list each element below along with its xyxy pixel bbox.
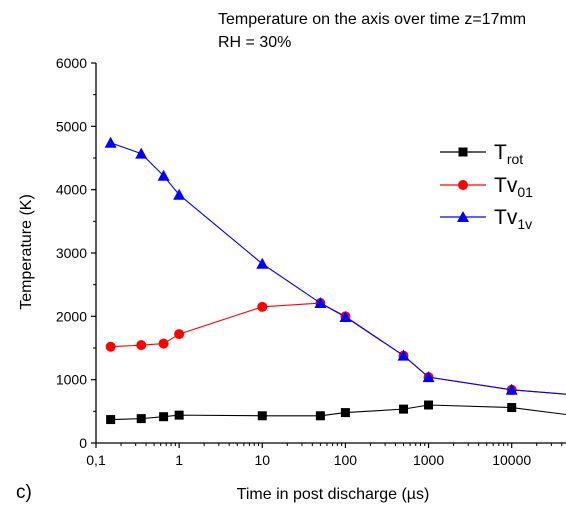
legend-label-main: T [494,141,507,164]
panel-label: c) [16,482,32,503]
data-point-triangle [104,136,117,148]
series-triangle [104,136,566,395]
data-point-square [106,415,116,425]
legend-item-triangle: Tv1v [440,206,532,232]
x-tick-label: 0,1 [86,452,106,468]
data-point-square [136,414,146,424]
data-point-circle [105,341,116,352]
data-point-circle [458,180,468,190]
legend-label: Tv1v [494,206,532,232]
y-tick-label: 0 [79,435,87,451]
x-tick-label: 1000 [413,452,444,468]
y-tick-label: 4000 [56,182,87,198]
y-tick-label: 1000 [56,372,87,388]
data-point-square [315,411,325,421]
x-tick-label: 10 [254,452,270,468]
data-point-square [174,410,184,420]
chart-title-line-1: Temperature on the axis over time z=17mm [218,11,526,28]
data-point-square [424,400,434,410]
y-tick-label: 2000 [56,308,87,324]
y-tick-label: 6000 [56,55,87,71]
series-circle [105,298,566,395]
x-axis-title: Time in post discharge (µs) [237,486,430,503]
axes: 0 1000 2000 3000 4000 5000 6000 0,1 1 10 100 1000 10… [56,55,566,468]
data-point-square [399,404,409,414]
legend-label: Tv01 [494,174,533,200]
legend-label-main: Tv [494,206,518,229]
data-point-triangle [422,371,435,383]
data-point-circle [136,340,147,351]
y-axis-title: Temperature (K) [18,194,35,310]
data-point-triangle [157,169,170,181]
chart-title-line-2: RH = 30% [218,34,291,51]
data-point-square [340,408,350,418]
legend-label-main: Tv [494,174,518,197]
data-point-square [458,147,468,157]
legend-item-square: Trot [440,141,523,167]
legend-label-sub: rot [507,151,523,167]
legend-label: Trot [494,141,523,167]
data-point-triangle [397,349,410,361]
y-tick-label: 5000 [56,118,87,134]
data-point-triangle [339,310,352,322]
data-point-triangle [173,188,186,200]
data-point-triangle [505,383,518,395]
data-point-triangle [314,297,327,309]
data-point-square [257,411,267,421]
series-square [106,400,566,425]
x-tick-label: 1 [175,452,183,468]
series-line [110,302,566,395]
data-point-circle [174,329,185,340]
plot-area [104,136,566,425]
data-point-triangle [135,147,148,159]
y-tick-label: 3000 [56,245,87,261]
legend-item-circle: Tv01 [440,174,533,200]
legend-label-sub: 01 [517,184,533,200]
legend-label-sub: 1v [517,216,532,232]
x-tick-label: 100 [334,452,358,468]
data-point-triangle [457,211,469,222]
x-tick-label: 10000 [492,452,531,468]
data-point-square [159,412,169,422]
data-point-circle [257,301,268,312]
data-point-triangle [256,257,269,269]
data-point-square [507,403,517,413]
data-point-circle [158,338,169,349]
